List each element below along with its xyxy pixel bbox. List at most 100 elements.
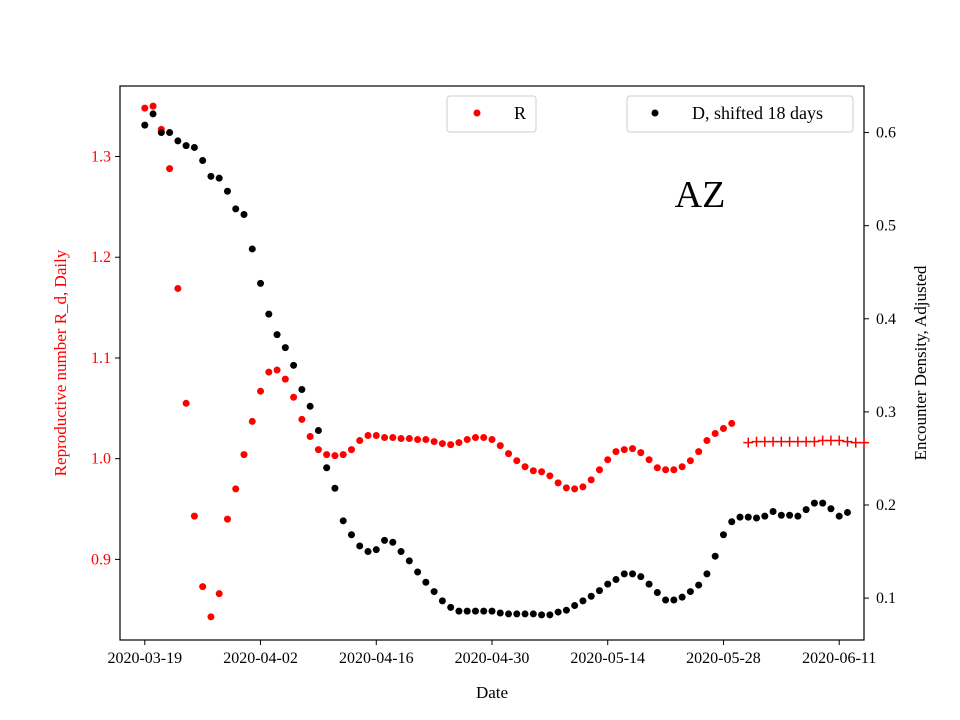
data-point bbox=[538, 611, 546, 619]
data-point bbox=[463, 607, 471, 615]
data-point bbox=[455, 439, 463, 447]
data-point bbox=[381, 536, 389, 544]
data-point bbox=[686, 588, 694, 596]
data-point bbox=[604, 580, 612, 588]
data-point bbox=[381, 434, 389, 442]
data-point bbox=[190, 512, 198, 520]
series-d-shifted-18-days bbox=[141, 110, 851, 619]
data-point bbox=[695, 581, 703, 589]
data-point bbox=[339, 517, 347, 525]
data-point bbox=[356, 437, 364, 445]
data-point bbox=[513, 457, 521, 465]
data-point bbox=[215, 174, 223, 182]
data-point bbox=[157, 129, 165, 137]
data-point bbox=[405, 435, 413, 443]
data-point bbox=[182, 142, 190, 150]
data-point bbox=[438, 440, 446, 448]
data-point bbox=[620, 446, 628, 454]
data-point bbox=[257, 279, 265, 287]
data-point bbox=[670, 466, 678, 474]
data-point bbox=[620, 570, 628, 578]
data-point bbox=[810, 499, 818, 507]
data-point bbox=[207, 172, 215, 180]
data-point-plus bbox=[743, 437, 754, 448]
data-point bbox=[265, 368, 273, 376]
data-point bbox=[794, 512, 802, 520]
data-point bbox=[703, 437, 711, 445]
data-point bbox=[141, 104, 149, 112]
data-point bbox=[281, 375, 289, 383]
data-point bbox=[513, 610, 521, 618]
legend-r-label: R bbox=[514, 103, 526, 123]
data-point bbox=[612, 575, 620, 583]
data-point bbox=[728, 518, 736, 526]
data-point bbox=[414, 568, 422, 576]
data-point bbox=[174, 137, 182, 145]
data-point bbox=[273, 366, 281, 374]
data-point bbox=[215, 590, 223, 598]
data-point bbox=[364, 548, 372, 556]
data-point bbox=[554, 479, 562, 487]
data-point bbox=[463, 436, 471, 444]
data-point bbox=[306, 402, 314, 410]
legend-d: D, shifted 18 days bbox=[626, 95, 854, 133]
data-point bbox=[257, 387, 265, 395]
data-point bbox=[339, 451, 347, 459]
data-point bbox=[447, 441, 455, 449]
x-tick-label: 2020-06-11 bbox=[802, 650, 876, 667]
data-point bbox=[554, 608, 562, 616]
data-point bbox=[347, 446, 355, 454]
data-point bbox=[372, 432, 380, 440]
data-point bbox=[480, 434, 488, 442]
data-point bbox=[843, 508, 851, 516]
legend-d-label: D, shifted 18 days bbox=[692, 103, 823, 123]
legend-d-marker bbox=[651, 109, 659, 117]
data-point bbox=[290, 361, 298, 369]
y-right-tick-label: 0.5 bbox=[876, 218, 896, 235]
y-right-tick-label: 0.3 bbox=[876, 404, 896, 421]
data-point bbox=[579, 597, 587, 605]
x-tick-label: 2020-03-19 bbox=[107, 650, 182, 667]
y-right-tick-label: 0.1 bbox=[876, 590, 896, 607]
data-point bbox=[662, 596, 670, 604]
data-point bbox=[223, 187, 231, 195]
y-left-tick-label: 1.1 bbox=[91, 350, 111, 367]
data-point bbox=[819, 499, 827, 507]
data-point bbox=[430, 588, 438, 596]
data-point bbox=[587, 476, 595, 484]
data-point bbox=[629, 570, 637, 578]
data-point bbox=[777, 511, 785, 519]
data-point bbox=[562, 606, 570, 614]
data-point bbox=[686, 457, 694, 465]
data-point bbox=[447, 603, 455, 611]
data-point bbox=[678, 463, 686, 471]
data-point-plus bbox=[834, 435, 845, 446]
data-point bbox=[753, 514, 761, 522]
data-point bbox=[703, 570, 711, 578]
data-point bbox=[166, 129, 174, 137]
axis-layer: 2020-03-19 2020-04-02 2020-04-16 2020-04-30… bbox=[91, 125, 896, 667]
x-tick-label: 2020-04-16 bbox=[339, 650, 414, 667]
data-point bbox=[645, 456, 653, 464]
data-point-plus bbox=[809, 436, 820, 447]
data-point bbox=[166, 165, 174, 173]
data-point bbox=[232, 485, 240, 493]
data-point bbox=[323, 451, 331, 459]
data-point bbox=[314, 427, 322, 435]
data-point bbox=[579, 483, 587, 491]
data-point bbox=[595, 466, 603, 474]
data-point bbox=[670, 596, 678, 604]
y-left-tick-label: 1.0 bbox=[91, 451, 111, 468]
y-right-tick-label: 0.6 bbox=[876, 125, 896, 142]
data-point bbox=[397, 435, 405, 443]
data-point bbox=[331, 484, 339, 492]
data-point bbox=[496, 609, 504, 617]
series-r-projection bbox=[743, 435, 869, 448]
data-point bbox=[521, 610, 529, 618]
data-point bbox=[422, 578, 430, 586]
data-point bbox=[248, 417, 256, 425]
data-point bbox=[347, 531, 355, 539]
data-point bbox=[438, 597, 446, 605]
x-tick-label: 2020-05-14 bbox=[570, 650, 645, 667]
